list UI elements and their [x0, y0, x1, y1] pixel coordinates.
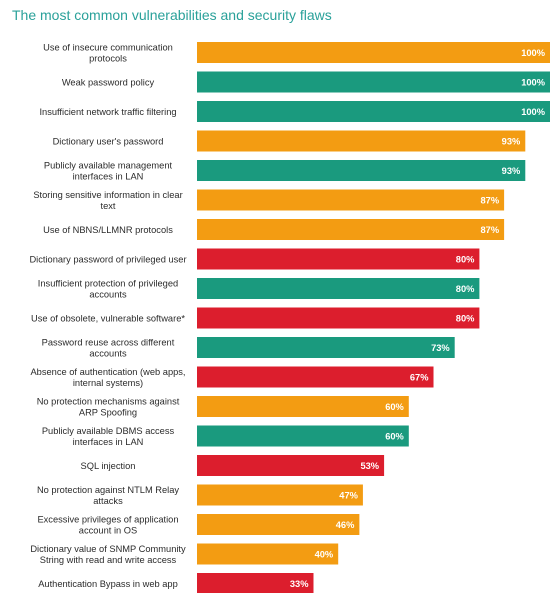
bar [197, 71, 550, 93]
data-label: 87% [481, 196, 500, 206]
category-label: No protection mechanisms against [37, 396, 180, 406]
category-label: protocols [89, 53, 127, 63]
data-label: 100% [521, 48, 546, 58]
category-label: interfaces in LAN [73, 437, 144, 447]
data-label: 93% [502, 166, 521, 176]
data-label: 53% [360, 461, 379, 471]
category-label: ARP Spoofing [79, 407, 137, 417]
category-label: No protection against NTLM Relay [37, 485, 179, 495]
data-label: 47% [339, 491, 358, 501]
category-label: internal systems) [73, 378, 143, 388]
category-label: Authentication Bypass in web app [38, 579, 178, 589]
bar [197, 42, 550, 63]
category-label: interfaces in LAN [73, 171, 144, 181]
category-label: account in OS [79, 525, 137, 535]
category-label: Insufficient network traffic filtering [39, 107, 176, 117]
data-label: 67% [410, 373, 429, 383]
bar [197, 101, 550, 122]
category-label: Publicly available management [44, 160, 173, 170]
category-label: text [101, 201, 116, 211]
bar [197, 130, 526, 152]
bar [197, 337, 455, 358]
category-label: attacks [93, 496, 123, 506]
category-label: String with read and write access [40, 555, 177, 565]
data-label: 80% [456, 284, 475, 294]
category-label: Dictionary user's password [53, 136, 164, 146]
data-label: 60% [385, 402, 404, 412]
category-label: Dictionary password of privileged user [29, 254, 186, 264]
bar [197, 455, 385, 476]
bar [197, 543, 339, 565]
category-label: Use of NBNS/LLMNR protocols [43, 225, 173, 235]
chart-title: The most common vulnerabilities and secu… [12, 7, 332, 23]
data-label: 100% [521, 78, 546, 88]
bar [197, 484, 363, 506]
category-label: Insufficient protection of privileged [38, 278, 178, 288]
bar [197, 189, 505, 211]
category-label: accounts [89, 348, 127, 358]
data-label: 40% [315, 550, 334, 560]
bar [197, 514, 360, 535]
data-label: 73% [431, 343, 450, 353]
category-label: Use of insecure communication [43, 42, 173, 52]
category-label: Use of obsolete, vulnerable software* [31, 313, 185, 323]
category-label: Publicly available DBMS access [42, 426, 175, 436]
category-label: Excessive privileges of application [37, 514, 178, 524]
category-label: Dictionary value of SNMP Community [30, 544, 186, 554]
data-label: 93% [502, 137, 521, 147]
data-label: 80% [456, 255, 475, 265]
bar [197, 219, 505, 240]
data-label: 46% [336, 520, 355, 530]
bar [197, 573, 314, 593]
data-label: 80% [456, 314, 475, 324]
bar [197, 160, 526, 181]
category-label: Weak password policy [62, 77, 155, 87]
bar [197, 366, 434, 388]
data-label: 60% [385, 432, 404, 442]
bar [197, 425, 409, 447]
category-label: Password reuse across different [42, 337, 175, 347]
bar [197, 396, 409, 417]
data-label: 100% [521, 107, 546, 117]
category-label: Storing sensitive information in clear [33, 190, 182, 200]
category-label: Absence of authentication (web apps, [30, 367, 185, 377]
bar [197, 307, 480, 329]
category-label: SQL injection [81, 461, 136, 471]
data-label: 87% [481, 225, 500, 235]
bar [197, 278, 480, 299]
data-label: 33% [290, 579, 309, 589]
bar [197, 248, 480, 270]
category-label: accounts [89, 289, 127, 299]
